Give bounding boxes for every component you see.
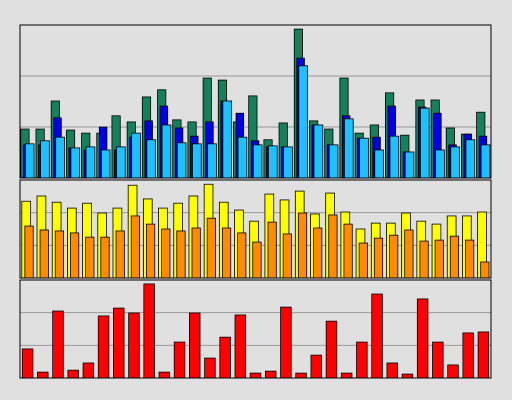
bar: [268, 145, 278, 179]
bar: [371, 293, 383, 379]
bar: [52, 310, 64, 379]
bar: [419, 107, 430, 179]
bar: [356, 341, 368, 379]
bar: [206, 217, 216, 279]
bar: [39, 229, 49, 279]
bar: [234, 314, 247, 379]
bar: [192, 143, 202, 179]
bar: [325, 320, 338, 379]
bar: [54, 230, 65, 279]
bar: [404, 229, 414, 279]
bar: [219, 336, 231, 379]
plot-frame: [19, 24, 492, 179]
bar: [434, 239, 444, 279]
bar: [115, 230, 125, 279]
bar: [249, 372, 262, 379]
bar: [462, 332, 474, 379]
bar: [465, 139, 476, 179]
bar: [237, 232, 247, 279]
bar: [419, 240, 429, 279]
bar: [176, 230, 186, 279]
bar: [432, 341, 444, 379]
bar: [173, 341, 186, 379]
bar: [389, 135, 400, 179]
bar: [343, 223, 353, 279]
bar: [401, 373, 414, 379]
bar: [55, 136, 65, 179]
bar: [297, 212, 308, 279]
bar: [158, 371, 171, 379]
bar: [130, 215, 140, 279]
bar: [113, 307, 125, 379]
bar: [340, 372, 353, 379]
bar: [161, 124, 172, 179]
bar: [465, 239, 475, 279]
bar: [40, 140, 50, 179]
bar: [85, 146, 96, 179]
bar: [404, 151, 415, 179]
bar: [176, 142, 187, 179]
bar: [310, 354, 322, 379]
bar: [374, 149, 384, 179]
bar: [359, 137, 369, 179]
bar: [252, 144, 263, 179]
bar: [264, 370, 277, 379]
bar: [100, 149, 111, 179]
bar: [237, 136, 248, 179]
bar: [67, 369, 79, 379]
bar: [128, 312, 140, 379]
bar: [97, 315, 110, 379]
bar: [161, 228, 171, 279]
bar: [252, 241, 262, 279]
bar: [116, 146, 126, 179]
bar: [222, 100, 233, 179]
bar: [416, 298, 429, 379]
bar: [373, 237, 384, 279]
bar: [131, 132, 141, 179]
bar: [295, 372, 307, 379]
bar: [449, 235, 460, 279]
bar: [389, 234, 399, 279]
bar: [143, 283, 155, 379]
bar: [477, 331, 490, 379]
bar: [146, 223, 156, 279]
bar: [207, 143, 217, 179]
bar: [146, 139, 157, 179]
bar: [280, 306, 292, 379]
bar: [450, 146, 460, 179]
bar: [447, 364, 459, 379]
bar: [435, 149, 445, 179]
bar: [480, 261, 490, 279]
bar: [267, 221, 277, 279]
bar: [283, 146, 293, 179]
bar: [189, 312, 201, 379]
bar: [191, 227, 201, 279]
bar: [70, 232, 80, 279]
bar: [24, 225, 34, 279]
bar: [37, 371, 49, 379]
bar: [204, 357, 216, 379]
bar: [386, 362, 398, 379]
bar: [24, 143, 35, 179]
bar: [328, 214, 338, 279]
bar: [298, 65, 309, 179]
plot-frame: [19, 179, 492, 279]
bar: [480, 144, 491, 179]
bar: [328, 144, 339, 179]
bar: [221, 227, 232, 279]
bar: [313, 227, 323, 279]
bar: [70, 147, 81, 179]
bar: [82, 362, 95, 379]
bar: [313, 124, 324, 179]
bar: [21, 348, 34, 379]
bar: [358, 242, 368, 279]
bar: [343, 118, 354, 179]
bar: [85, 236, 95, 279]
plot-frame: [19, 279, 492, 379]
bar: [100, 236, 110, 279]
bar: [282, 233, 292, 279]
